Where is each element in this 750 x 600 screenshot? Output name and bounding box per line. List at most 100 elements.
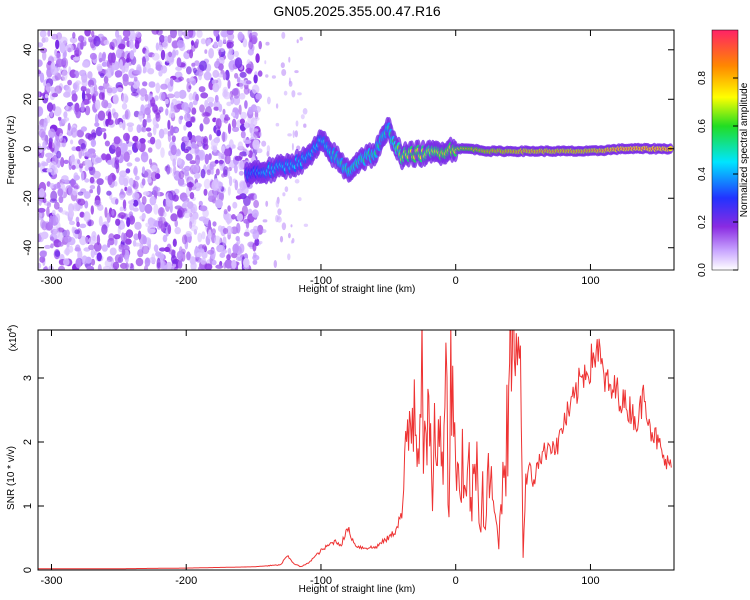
noise-blob <box>111 38 118 48</box>
noise-blob <box>78 35 85 42</box>
noise-blob <box>258 240 263 245</box>
colorbar-gradient <box>711 29 739 271</box>
snr-x-label: Height of straight line (km) <box>299 584 416 595</box>
noise-blob <box>47 30 51 37</box>
noise-blob <box>88 244 95 251</box>
noise-blob <box>214 94 219 103</box>
noise-blob <box>142 191 150 196</box>
noise-blob <box>231 214 236 220</box>
x-tick-label: -300 <box>40 575 62 587</box>
noise-blob <box>203 188 208 196</box>
noise-blob <box>93 242 102 252</box>
noise-blob <box>107 111 112 122</box>
noise-blob <box>75 80 81 86</box>
noise-blob <box>104 140 110 147</box>
noise-blob <box>103 39 110 46</box>
noise-blob <box>51 209 56 216</box>
noise-blob <box>177 157 182 165</box>
noise-blob <box>247 106 254 115</box>
noise-blob <box>49 198 58 203</box>
noise-blob <box>89 185 96 190</box>
noise-blob <box>216 129 221 137</box>
noise-blob <box>115 198 119 205</box>
noise-blob <box>236 213 244 222</box>
noise-blob <box>172 158 176 168</box>
noise-blob <box>38 145 43 154</box>
noise-blob <box>160 49 166 61</box>
noise-blob <box>227 248 231 255</box>
noise-blob <box>85 88 91 95</box>
noise-blob <box>253 252 257 258</box>
noise-blob <box>253 199 259 209</box>
noise-blob <box>188 77 195 82</box>
noise-blob <box>84 159 91 166</box>
noise-blob <box>99 128 107 132</box>
noise-blob <box>228 47 234 55</box>
noise-blob <box>294 179 300 184</box>
noise-blob <box>116 87 123 93</box>
noise-blob <box>265 74 269 78</box>
noise-blob <box>194 154 201 166</box>
noise-blob <box>291 143 294 151</box>
noise-blob <box>169 77 174 87</box>
noise-blob <box>247 48 254 56</box>
noise-blob <box>253 116 260 121</box>
noise-blob <box>159 247 166 252</box>
noise-blob <box>259 131 262 137</box>
noise-blob <box>117 225 121 236</box>
noise-blob <box>101 53 106 62</box>
noise-blob <box>164 246 171 253</box>
noise-blob <box>189 49 194 59</box>
noise-blob <box>84 178 90 183</box>
noise-blob <box>98 215 103 227</box>
noise-blob <box>158 216 166 225</box>
noise-blob <box>224 154 231 165</box>
noise-blob <box>112 94 119 105</box>
noise-blob <box>170 125 174 136</box>
noise-blob <box>239 93 246 100</box>
noise-blob <box>160 261 168 270</box>
noise-blob <box>209 163 214 171</box>
noise-blob <box>222 131 226 143</box>
noise-blob <box>222 236 227 247</box>
noise-blob <box>200 38 206 45</box>
noise-blob <box>201 231 206 240</box>
noise-blob <box>38 128 46 138</box>
noise-blob <box>232 243 239 254</box>
noise-blob <box>271 75 276 79</box>
noise-blob <box>155 42 160 51</box>
noise-blob <box>148 94 153 100</box>
noise-blob <box>145 222 150 228</box>
noise-blob <box>251 84 260 95</box>
noise-blob <box>153 203 159 215</box>
noise-blob <box>218 63 224 71</box>
noise-blob <box>227 168 231 179</box>
noise-blob <box>234 163 238 174</box>
noise-blob <box>72 32 76 39</box>
noise-blob <box>151 253 156 262</box>
noise-blob <box>275 199 280 208</box>
y-tick-label: -40 <box>22 240 34 256</box>
noise-blob <box>222 35 227 44</box>
noise-blob <box>38 212 43 219</box>
noise-blob <box>294 70 299 74</box>
noise-blob <box>175 128 179 133</box>
noise-blob <box>223 166 229 176</box>
noise-blob <box>196 69 204 77</box>
noise-blob <box>66 242 70 248</box>
noise-blob <box>215 264 224 269</box>
noise-blob <box>203 116 210 125</box>
noise-blob <box>215 199 223 209</box>
noise-blob <box>185 146 192 151</box>
noise-blob <box>253 130 260 139</box>
noise-blob <box>141 178 146 186</box>
noise-blob <box>223 209 228 215</box>
noise-blob <box>222 108 226 115</box>
noise-blob <box>148 158 153 165</box>
noise-blob <box>288 80 293 87</box>
noise-blob <box>191 62 196 67</box>
noise-blob <box>145 127 152 132</box>
noise-blob <box>147 177 152 184</box>
noise-blob <box>140 151 149 163</box>
noise-blob <box>253 74 258 84</box>
